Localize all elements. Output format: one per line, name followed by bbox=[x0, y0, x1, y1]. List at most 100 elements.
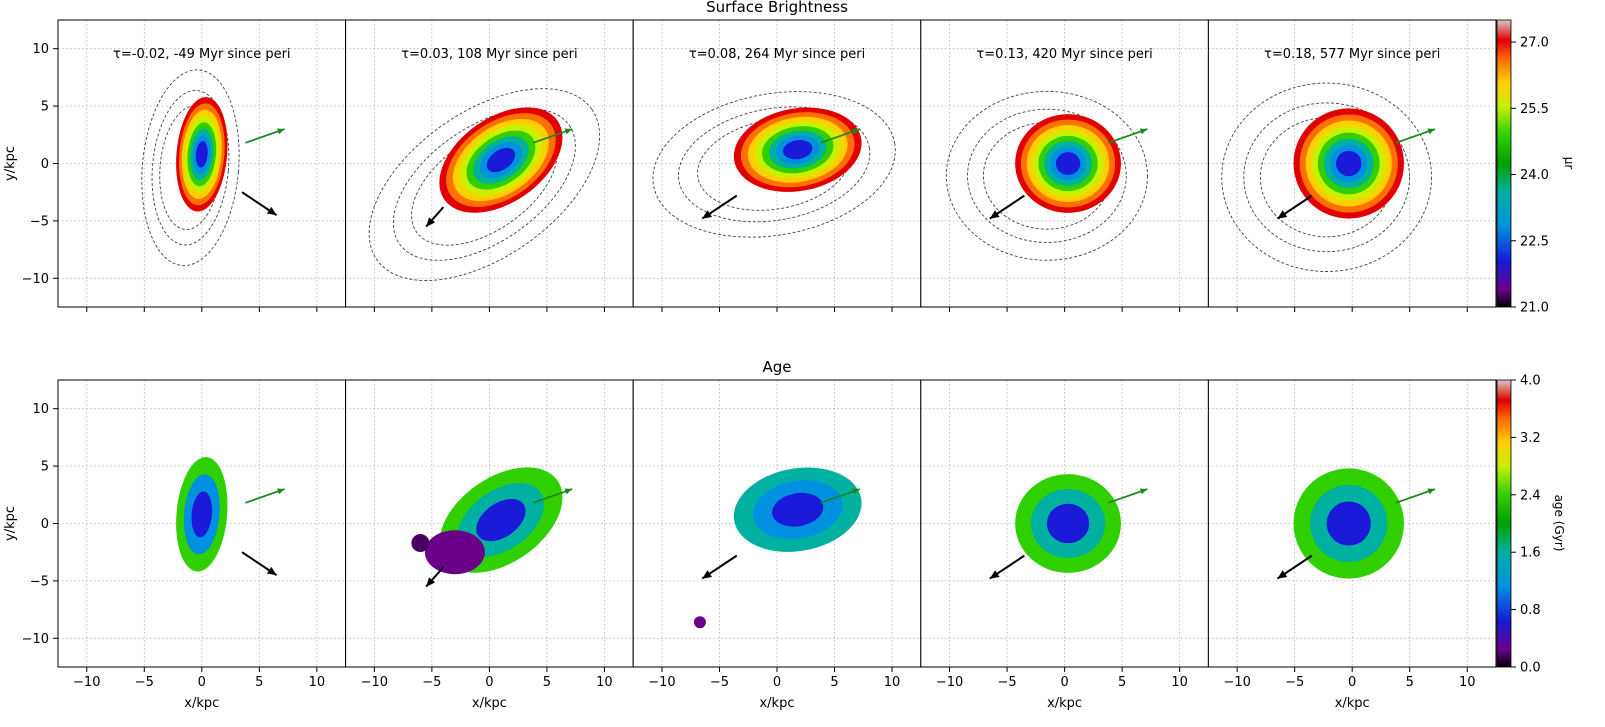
direction-arrowhead bbox=[852, 128, 860, 135]
direction-arrowhead bbox=[1139, 488, 1148, 495]
x-axis-label: x/kpc bbox=[759, 696, 794, 711]
x-tick-label: 0 bbox=[1348, 675, 1356, 690]
brightness-level bbox=[1055, 152, 1081, 175]
colorbar-tick-label: 0.8 bbox=[1520, 603, 1541, 618]
brightness-level bbox=[486, 147, 516, 173]
x-tick-label: 0 bbox=[773, 675, 781, 690]
satellite-blob bbox=[411, 534, 430, 553]
direction-arrowhead bbox=[852, 488, 860, 495]
galaxy-map bbox=[652, 91, 896, 238]
contour-line bbox=[945, 90, 1148, 261]
velocity-arrowhead bbox=[266, 566, 277, 576]
x-tick-label: −10 bbox=[1223, 675, 1250, 690]
panel-0-0: τ=-0.02, -49 Myr since peri −10 −5 0 5 10 y/kp… bbox=[3, 19, 347, 312]
colorbar-tick-label: 0.0 bbox=[1520, 661, 1541, 676]
panel-label: τ=0.18, 577 Myr since peri bbox=[1264, 47, 1440, 62]
brightness-level bbox=[783, 140, 813, 160]
direction-arrowhead bbox=[564, 488, 573, 495]
velocity-arrowhead bbox=[989, 570, 1000, 579]
contour-line bbox=[151, 90, 230, 246]
colorbar-tick-label: 21.0 bbox=[1520, 301, 1549, 316]
y-tick-label: 0 bbox=[41, 517, 49, 532]
colorbar-tick-label: 2.4 bbox=[1520, 488, 1541, 503]
y-tick-label: 10 bbox=[32, 42, 49, 57]
y-axis-label: y/kpc bbox=[3, 506, 18, 541]
colorbar-tick-label: 22.5 bbox=[1520, 234, 1549, 249]
age-level bbox=[772, 492, 824, 527]
age-level bbox=[1326, 501, 1371, 546]
y-axis-label: y/kpc bbox=[3, 146, 18, 181]
panel-0-2: τ=0.08, 264 Myr since peri bbox=[632, 19, 922, 312]
x-tick-label: 0 bbox=[1060, 675, 1068, 690]
y-tick-label: −5 bbox=[30, 574, 49, 589]
young-stars-region bbox=[424, 530, 485, 575]
velocity-arrowhead bbox=[1277, 570, 1288, 579]
velocity-arrowhead bbox=[989, 210, 1000, 219]
x-tick-label: −5 bbox=[135, 675, 154, 690]
colorbar-tick-label: 24.0 bbox=[1520, 168, 1549, 183]
colorbar-age: 0.0 0.8 1.6 2.4 3.2 4.0 age (Gyr) bbox=[1496, 374, 1566, 676]
contour-line bbox=[678, 106, 871, 223]
colorbar-tick-label: 27.0 bbox=[1520, 36, 1549, 51]
panel-1-3: −10 −5 0 5 10 x/kpc bbox=[920, 379, 1209, 711]
panel-0-3: τ=0.13, 420 Myr since peri bbox=[920, 19, 1209, 312]
x-axis-label: x/kpc bbox=[472, 696, 507, 711]
panel-1-0: −10 −5 0 5 10 x/kpc −10 −5 0 5 10 y/kpc bbox=[3, 379, 347, 711]
colorbar-tick-label: 1.6 bbox=[1520, 546, 1541, 561]
colorbar-surface-brightness: 21.0 22.5 24.0 25.5 27.0 μr bbox=[1496, 19, 1576, 316]
satellite-blob bbox=[693, 616, 706, 629]
x-tick-label: −10 bbox=[936, 675, 963, 690]
direction-arrowhead bbox=[277, 128, 285, 135]
x-tick-label: 10 bbox=[884, 675, 901, 690]
x-axis-label: x/kpc bbox=[184, 696, 219, 711]
direction-arrowhead bbox=[1427, 488, 1436, 495]
contour-line bbox=[392, 108, 576, 261]
direction-arrowhead bbox=[277, 488, 285, 495]
y-tick-label: 10 bbox=[32, 402, 49, 417]
x-tick-label: 0 bbox=[485, 675, 493, 690]
galaxy-map bbox=[368, 88, 601, 281]
x-tick-label: −5 bbox=[997, 675, 1016, 690]
y-tick-label: −5 bbox=[30, 214, 49, 229]
row-surface-brightness: τ=-0.02, -49 Myr since peri −10 −5 0 5 10 y/kp… bbox=[3, 19, 1497, 312]
x-tick-label: 5 bbox=[1406, 675, 1414, 690]
x-tick-label: 5 bbox=[543, 675, 551, 690]
age-level bbox=[191, 491, 213, 538]
contour-line bbox=[652, 91, 896, 238]
x-tick-label: −5 bbox=[422, 675, 441, 690]
x-tick-label: 10 bbox=[596, 675, 613, 690]
velocity-arrowhead bbox=[426, 577, 436, 587]
panel-label: τ=-0.02, -49 Myr since peri bbox=[113, 47, 290, 62]
velocity-arrowhead bbox=[266, 206, 277, 216]
colorbar-tick-label: 3.2 bbox=[1520, 431, 1541, 446]
brightness-level bbox=[195, 141, 208, 168]
velocity-arrowhead bbox=[702, 570, 712, 579]
colorbar-tick-label: 25.5 bbox=[1520, 102, 1549, 117]
row-title-age: Age bbox=[762, 358, 791, 376]
galaxy-map bbox=[141, 69, 240, 267]
x-tick-label: 5 bbox=[1118, 675, 1126, 690]
x-tick-label: −5 bbox=[1285, 675, 1304, 690]
panel-0-1: τ=0.03, 108 Myr since peri bbox=[345, 19, 634, 312]
x-tick-label: −5 bbox=[710, 675, 729, 690]
row-title-surface-brightness: Surface Brightness bbox=[706, 0, 848, 16]
panel-1-4: −10 −5 0 5 10 x/kpc bbox=[1207, 379, 1497, 711]
y-tick-label: −10 bbox=[22, 272, 49, 287]
x-tick-label: −10 bbox=[73, 675, 100, 690]
colorbar-tick-label: 4.0 bbox=[1520, 374, 1541, 389]
x-tick-label: 10 bbox=[1171, 675, 1188, 690]
x-tick-label: 0 bbox=[198, 675, 206, 690]
contour-line bbox=[1221, 82, 1433, 272]
panel-label: τ=0.13, 420 Myr since peri bbox=[976, 47, 1152, 62]
contour-line bbox=[141, 69, 240, 267]
y-tick-label: 5 bbox=[41, 100, 49, 115]
colorbar-label-age: age (Gyr) bbox=[1552, 495, 1566, 552]
x-tick-label: 5 bbox=[255, 675, 263, 690]
panel-1-1: −10 −5 0 5 10 x/kpc bbox=[345, 379, 634, 711]
galaxy-map bbox=[1293, 468, 1404, 579]
direction-arrowhead bbox=[564, 128, 573, 135]
galaxy-map bbox=[176, 457, 228, 572]
colorbar-label-mu: μr bbox=[1562, 157, 1576, 170]
panel-0-4: τ=0.18, 577 Myr since peri bbox=[1207, 19, 1497, 312]
